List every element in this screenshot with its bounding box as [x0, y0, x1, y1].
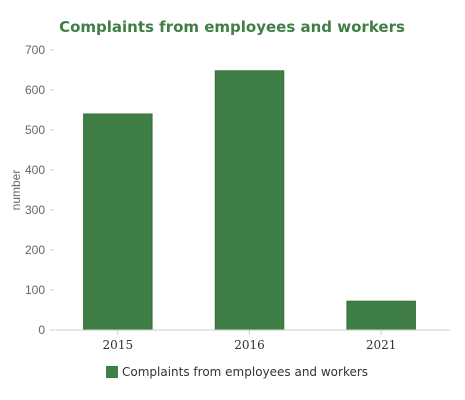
bar-2021[interactable]: [346, 300, 416, 331]
legend[interactable]: Complaints from employees and workers: [106, 365, 368, 379]
y-axis-label: number: [9, 170, 23, 211]
x-tick-label: 2021: [366, 338, 397, 352]
y-tick-label: 500: [25, 123, 45, 137]
legend-swatch: [106, 366, 118, 378]
y-tick-label: 700: [25, 43, 45, 57]
x-tick-label: 2015: [103, 338, 134, 352]
legend-label: Complaints from employees and workers: [122, 365, 368, 379]
y-tick-label: 600: [25, 83, 45, 97]
bars: [83, 70, 416, 331]
y-tick-label: 200: [25, 243, 45, 257]
y-tick-label: 400: [25, 163, 45, 177]
x-tick-label: 2016: [234, 338, 265, 352]
x-axis-ticks: 2015 2016 2021: [103, 330, 397, 352]
y-tick-label: 0: [38, 323, 45, 337]
y-tick-label: 100: [25, 283, 45, 297]
chart-title: Complaints from employees and workers: [59, 18, 405, 36]
y-axis-ticks: 0 100 200 300 400 500 600 700: [25, 43, 54, 337]
bar-2015[interactable]: [83, 113, 153, 331]
y-tick-label: 300: [25, 203, 45, 217]
bar-2016[interactable]: [214, 70, 285, 331]
